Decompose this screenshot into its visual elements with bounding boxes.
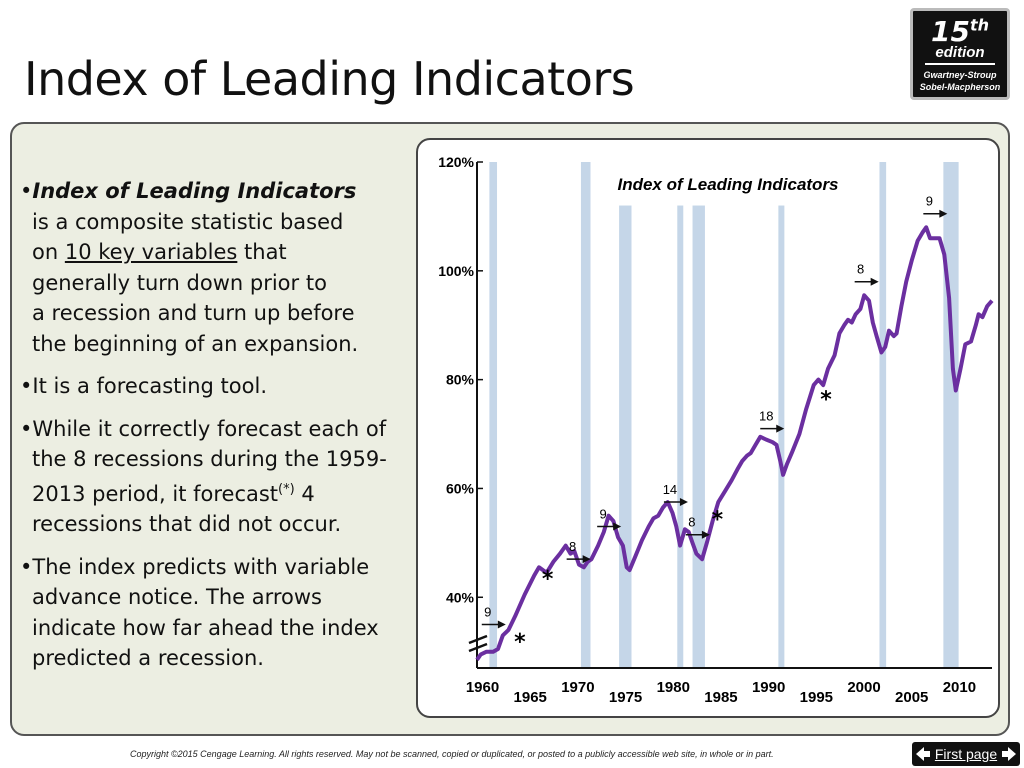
x-tick-label: 2010 [943, 679, 976, 696]
recession-band [692, 205, 705, 668]
lead-arrow-head [679, 498, 688, 507]
key-variables-link: 10 key variables [64, 240, 238, 264]
axis-break-mark [468, 642, 488, 653]
lead-arrow-label: 8 [857, 262, 864, 277]
x-tick-label: 1990 [752, 679, 785, 696]
false-signal-marker: * [514, 630, 526, 655]
bullet-4: •The index predicts with variable advanc… [20, 554, 379, 671]
lead-arrow-head [701, 530, 710, 539]
recession-band [677, 205, 684, 668]
lead-arrow-head [613, 522, 622, 531]
axis-break-mark [468, 634, 488, 645]
recession-band [489, 162, 498, 668]
recession-band [879, 162, 887, 668]
false-signal-marker: * [712, 507, 724, 532]
y-tick-label: 80% [446, 372, 475, 388]
recession-band [619, 205, 632, 668]
lead-arrow-head [939, 209, 948, 218]
edition-word: edition [925, 44, 995, 65]
x-tick-label: 1965 [514, 689, 547, 706]
lead-arrow-head [870, 277, 879, 286]
arrow-right-icon [1002, 747, 1017, 761]
x-tick-label: 1960 [466, 679, 499, 696]
y-tick-label: 40% [446, 589, 475, 605]
x-tick-label: 1985 [704, 689, 737, 706]
bullet-list: •Index of Leading Indicators is a compos… [20, 176, 410, 686]
lead-arrow-label: 8 [688, 515, 695, 530]
y-tick-label: 60% [446, 480, 475, 496]
y-tick-label: 120% [438, 154, 474, 170]
lead-arrow-label: 18 [759, 409, 773, 424]
edition-badge: 15th edition Gwartney-Stroup Sobel-Macph… [910, 8, 1010, 100]
first-page-button[interactable]: First page [912, 742, 1020, 766]
lead-arrow-head [582, 555, 591, 564]
edition-number: 15th [930, 15, 989, 48]
series-line [475, 225, 994, 661]
page-title: Index of Leading Indicators [24, 52, 635, 106]
x-tick-label: 1995 [800, 689, 833, 706]
lead-arrow-label: 8 [569, 539, 576, 554]
chart-title: Index of Leading Indicators [617, 175, 838, 194]
arrow-left-icon [915, 747, 930, 761]
x-tick-label: 1980 [657, 679, 690, 696]
x-tick-label: 1975 [609, 689, 642, 706]
y-tick-label: 100% [438, 263, 474, 279]
x-tick-label: 1970 [561, 679, 594, 696]
bullet-2: •It is a forecasting tool. [20, 374, 267, 398]
recession-band [778, 205, 785, 668]
bullet-1: •Index of Leading Indicators is a compos… [20, 179, 359, 356]
lead-arrow-label: 9 [600, 507, 607, 522]
false-signal-marker: * [542, 567, 554, 592]
lead-arrow-label: 14 [663, 482, 677, 497]
x-tick-label: 2000 [847, 679, 880, 696]
lead-arrow-label: 9 [926, 194, 933, 209]
lead-arrow-label: 9 [484, 604, 491, 619]
bullet-3: •While it correctly forecast each of the… [20, 416, 387, 537]
recession-band [943, 162, 959, 668]
lead-arrow-head [497, 620, 506, 629]
x-tick-label: 2005 [895, 689, 928, 706]
copyright-footer: Copyright ©2015 Cengage Learning. All ri… [130, 749, 774, 759]
lead-arrow-head [776, 424, 785, 433]
recession-band [580, 162, 591, 668]
first-page-label[interactable]: First page [934, 746, 998, 762]
edition-authors: Gwartney-Stroup Sobel-Macpherson [919, 70, 1001, 92]
false-signal-marker: * [820, 388, 832, 413]
